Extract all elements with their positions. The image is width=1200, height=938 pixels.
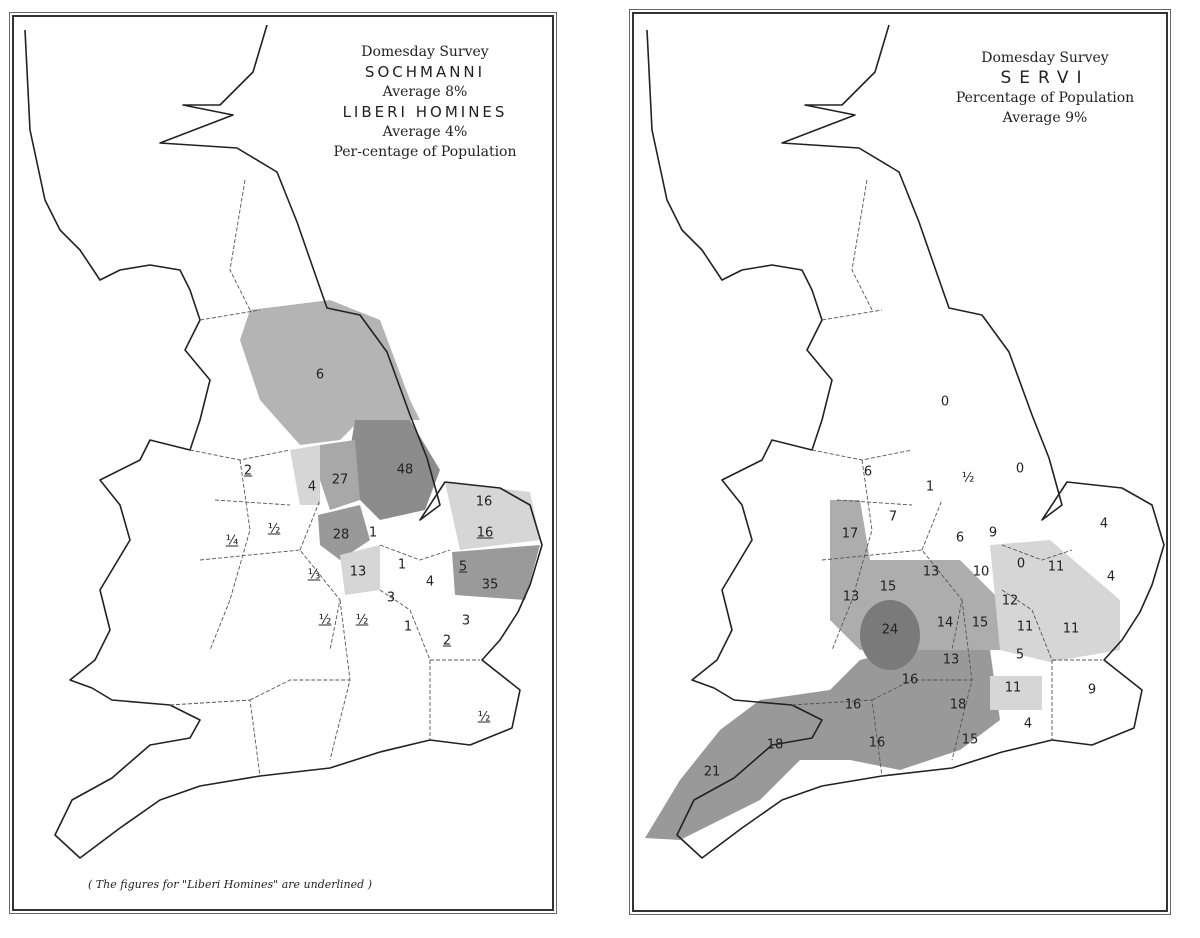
- servi-region-value: 0: [1015, 461, 1025, 477]
- servi-region-value: 14: [936, 615, 954, 631]
- title-line: Average 4%: [382, 124, 468, 140]
- sochmanni-region-value: 3: [461, 613, 471, 629]
- servi-region-value: 0: [1016, 556, 1026, 572]
- region-norfolk: [445, 482, 540, 550]
- servi-region-value: 11: [1062, 621, 1080, 637]
- sochmanni-region-value: 16: [475, 494, 493, 510]
- title-line: Domesday Survey: [981, 50, 1109, 66]
- sochmanni-region-value: 28: [332, 527, 350, 543]
- servi-region-value: 7: [888, 509, 898, 525]
- servi-region-value: 11: [1004, 680, 1022, 696]
- sochmanni-region-value: 3: [386, 590, 396, 606]
- servi-region-value: 13: [842, 589, 860, 605]
- sochmanni-region-value: ½: [355, 612, 369, 628]
- servi-map-title: Domesday Survey SERVI Percentage of Popu…: [925, 48, 1165, 128]
- sochmanni-region-value: 16: [476, 525, 494, 541]
- title-line: SERVI: [1000, 68, 1090, 88]
- title-line: LIBERI HOMINES: [342, 103, 508, 121]
- sochmanni-region-value: 48: [396, 462, 414, 478]
- sochmanni-region-value: 27: [331, 472, 349, 488]
- servi-region-value: 6: [955, 530, 965, 546]
- region-east-light: [990, 540, 1120, 662]
- region-leicester: [318, 505, 370, 560]
- sochmanni-region-value: 2: [243, 463, 253, 479]
- servi-region-value: 5: [1015, 647, 1025, 663]
- servi-region-value: 18: [766, 737, 784, 753]
- servi-region-value: 12: [1001, 593, 1019, 609]
- underline-note: ( The figures for "Liberi Homines" are u…: [88, 878, 372, 891]
- sochmanni-region-value: ⅓: [307, 567, 321, 583]
- title-line: Average 9%: [1002, 110, 1088, 126]
- region-gloucester: [860, 600, 920, 670]
- servi-region-value: 4: [1023, 716, 1033, 732]
- servi-region-value: 9: [988, 525, 998, 541]
- sochmanni-region-value: 6: [315, 367, 325, 383]
- region-derby-notts: [320, 440, 360, 510]
- servi-region-value: 17: [841, 526, 859, 542]
- region-suffolk: [452, 545, 540, 600]
- sochmanni-map-title: Domesday Survey SOCHMANNI Average 8% LIB…: [300, 42, 550, 162]
- region-cheshire: [290, 445, 320, 505]
- sochmanni-region-value: 2: [442, 633, 452, 649]
- servi-region-value: 4: [1106, 569, 1116, 585]
- region-lincolnshire: [350, 420, 440, 520]
- servi-region-value: 16: [868, 735, 886, 751]
- sochmanni-region-value: 4: [307, 479, 317, 495]
- servi-region-value: 9: [1087, 682, 1097, 698]
- region-surrey: [990, 676, 1042, 710]
- servi-region-value: 18: [949, 697, 967, 713]
- servi-region-value: 15: [971, 615, 989, 631]
- sochmanni-region-value: 1: [368, 525, 378, 541]
- sochmanni-map-frame: [9, 12, 557, 914]
- servi-region-value: 4: [1099, 516, 1109, 532]
- servi-region-value: 13: [942, 652, 960, 668]
- sochmanni-region-value: ½: [267, 521, 281, 537]
- title-line: Domesday Survey: [361, 44, 489, 60]
- servi-region-value: 15: [879, 579, 897, 595]
- servi-region-value: 15: [961, 732, 979, 748]
- sochmanni-region-value: 4: [425, 574, 435, 590]
- servi-region-value: 21: [703, 764, 721, 780]
- servi-region-value: 16: [901, 672, 919, 688]
- servi-region-value: 1: [925, 479, 935, 495]
- servi-region-value: 10: [972, 564, 990, 580]
- sochmanni-region-value: 5: [458, 559, 468, 575]
- servi-region-value: 24: [881, 622, 899, 638]
- servi-region-value: 11: [1016, 619, 1034, 635]
- sochmanni-map: [24, 24, 543, 859]
- sochmanni-region-value: ½: [477, 709, 491, 725]
- sochmanni-region-value: 13: [349, 564, 367, 580]
- title-line: Percentage of Population: [955, 90, 1135, 106]
- region-southwest: [645, 650, 1000, 840]
- title-line: SOCHMANNI: [364, 63, 486, 81]
- servi-region-value: 0: [940, 394, 950, 410]
- sochmanni-region-value: ¼: [225, 533, 239, 549]
- servi-region-value: 6: [863, 464, 873, 480]
- servi-region-value: 13: [922, 564, 940, 580]
- region-northampton: [340, 545, 380, 595]
- sochmanni-region-value: 35: [481, 577, 499, 593]
- sochmanni-region-value: 1: [397, 557, 407, 573]
- sochmanni-region-value: ½: [318, 612, 332, 628]
- servi-region-value: 11: [1047, 559, 1065, 575]
- servi-map: [645, 24, 1165, 859]
- title-line: Per-centage of Population: [333, 144, 517, 160]
- title-line: Average 8%: [382, 84, 468, 100]
- servi-region-value: 16: [844, 697, 862, 713]
- sochmanni-region-value: 1: [403, 619, 413, 635]
- servi-region-value: ½: [961, 470, 975, 486]
